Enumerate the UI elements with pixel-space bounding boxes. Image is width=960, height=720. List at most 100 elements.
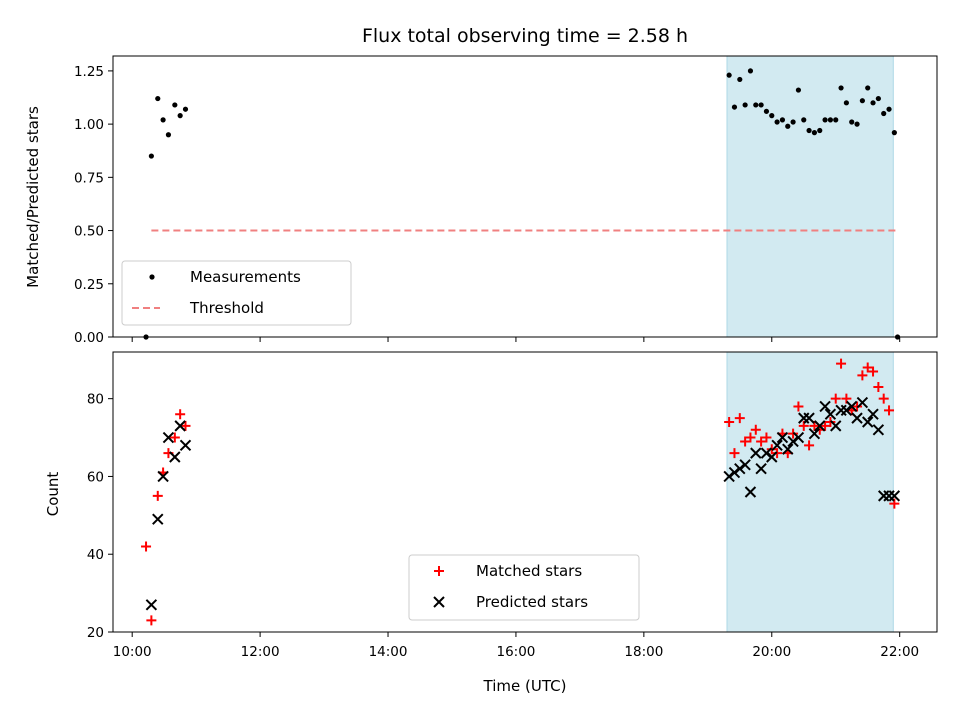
measurement-point xyxy=(774,119,780,125)
predicted-point xyxy=(819,400,831,413)
matched-point xyxy=(868,366,879,377)
matched-point xyxy=(793,401,804,412)
measurement-point xyxy=(182,106,189,112)
x-tick-label: 18:00 xyxy=(624,644,663,660)
measurement-point xyxy=(811,130,818,136)
measurement-point xyxy=(833,117,839,123)
measurement-point xyxy=(891,130,897,136)
measurement-point xyxy=(843,100,849,106)
chart-title: Flux total observing time = 2.58 h xyxy=(362,25,688,47)
count-panel: 20 40 60 80 10:00 12:00 14:00 16:00 18:00 20:00 22… xyxy=(87,351,938,660)
predicted-point xyxy=(782,443,794,455)
matched-point xyxy=(146,615,157,626)
predicted-point xyxy=(776,431,789,444)
matched-point xyxy=(750,424,761,435)
measurement-point xyxy=(790,119,796,125)
legend-label: Matched stars xyxy=(476,562,582,580)
measurement-point xyxy=(753,102,759,108)
matched-point xyxy=(788,428,799,439)
predicted-point xyxy=(888,490,901,502)
x-axis-label: Time (UTC) xyxy=(483,677,567,695)
x-tick-label: 20:00 xyxy=(752,644,791,660)
predicted-point xyxy=(760,447,773,459)
predicted-point xyxy=(824,408,837,420)
axes-frame xyxy=(112,351,938,633)
predicted-point xyxy=(808,427,821,440)
matched-point xyxy=(180,420,191,431)
matched-point xyxy=(761,432,772,443)
predicted-point xyxy=(169,451,181,463)
measurement-point xyxy=(870,100,876,106)
observing-interval-shade xyxy=(726,351,894,633)
legend-label: Measurements xyxy=(190,268,301,286)
measurement-point xyxy=(886,106,892,112)
predicted-point xyxy=(856,396,869,409)
predicted-point xyxy=(174,420,186,432)
predicted-point xyxy=(803,412,815,424)
predicted-point xyxy=(739,459,751,471)
measurement-point xyxy=(859,98,865,104)
matched-point xyxy=(740,436,751,447)
measurement-point xyxy=(747,68,754,74)
measurement-point xyxy=(795,87,802,93)
matched-point xyxy=(825,417,836,427)
predicted-point xyxy=(179,439,192,452)
measurement-point xyxy=(758,102,764,108)
matched-point xyxy=(852,401,863,412)
x-tick-label: 22:00 xyxy=(880,644,919,660)
matched-point xyxy=(862,362,873,373)
predicted-point xyxy=(840,404,853,417)
x-tick-label: 14:00 xyxy=(369,644,408,660)
measurement-point xyxy=(822,117,828,123)
y-tick-label: 40 xyxy=(87,547,104,563)
y-tick-label: 60 xyxy=(87,469,104,485)
y-tick-label: 0.00 xyxy=(74,330,104,346)
matched-point xyxy=(878,393,889,404)
predicted-point xyxy=(723,470,735,483)
matched-point xyxy=(804,440,815,451)
measurement-point xyxy=(165,132,172,138)
measurement-point xyxy=(726,72,732,78)
predicted-point xyxy=(157,470,169,483)
ratio-panel: 0.00 0.25 0.50 0.75 1.00 1.25 Measurements Thre… xyxy=(74,55,938,346)
predicted-point xyxy=(862,416,874,428)
matched-point xyxy=(745,432,756,443)
predicted-point xyxy=(830,420,842,432)
measurement-point xyxy=(838,85,844,91)
predicted-point xyxy=(750,447,762,459)
measurement-point xyxy=(785,123,791,129)
legend-swatch xyxy=(434,566,444,576)
matched-point xyxy=(175,409,186,420)
measurement-point xyxy=(806,127,812,134)
matched-point xyxy=(734,413,745,424)
matched-point xyxy=(169,432,180,443)
predicted-point xyxy=(792,431,805,444)
x-tick-label: 10:00 xyxy=(113,644,152,660)
legend-swatch xyxy=(433,596,445,608)
measurement-point xyxy=(737,76,743,83)
axes-frame xyxy=(112,55,938,338)
legend-swatch xyxy=(149,274,155,280)
predicted-point xyxy=(846,400,858,413)
predicted-point xyxy=(787,435,799,448)
predicted-point xyxy=(851,412,863,424)
measurement-point xyxy=(172,102,178,108)
count-y-axis-label: Count xyxy=(44,472,62,517)
matched-point xyxy=(873,382,884,392)
matched-point xyxy=(857,370,868,381)
predicted-point xyxy=(734,462,746,475)
observing-interval-shade xyxy=(726,55,894,338)
y-tick-label: 0.75 xyxy=(74,170,104,186)
predicted-point xyxy=(152,513,164,525)
predicted-point xyxy=(162,431,175,444)
predicted-point xyxy=(872,424,885,436)
matched-point xyxy=(756,436,767,447)
matched-point xyxy=(724,417,735,427)
legend-label: Threshold xyxy=(189,299,264,317)
matched-point xyxy=(141,541,152,552)
y-tick-label: 80 xyxy=(87,392,104,408)
measurement-point xyxy=(763,108,770,114)
measurement-point xyxy=(177,113,183,119)
matched-point xyxy=(884,405,895,416)
measurement-point xyxy=(849,119,855,125)
